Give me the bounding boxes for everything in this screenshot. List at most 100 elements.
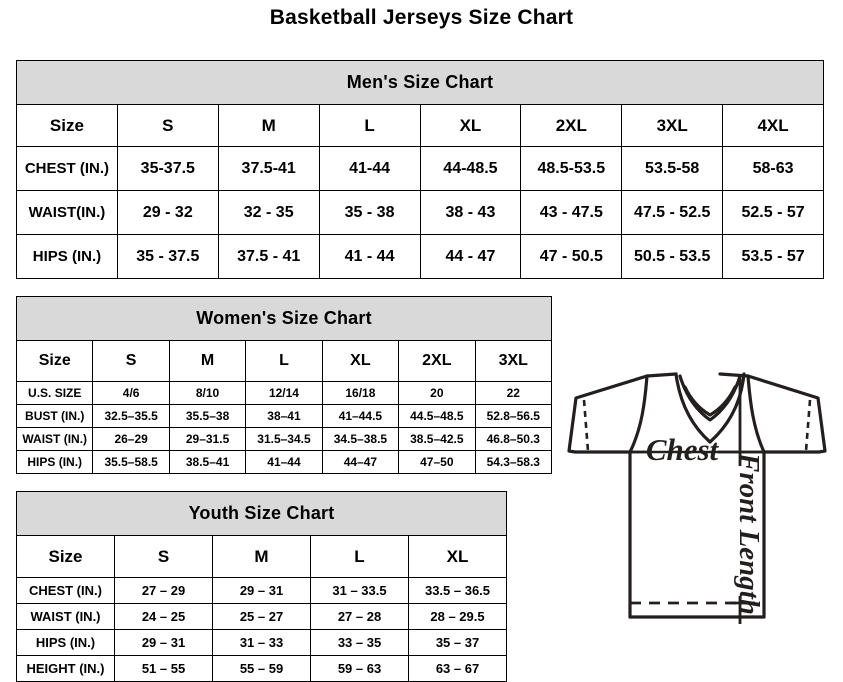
womens-header-xl: XL xyxy=(321,340,400,382)
womens-row-label-waist: WAIST (IN.) xyxy=(15,427,94,451)
womens-hips-s: 35.5–58.5 xyxy=(92,450,170,474)
womens-header-size: Size xyxy=(15,340,94,382)
mens-row-label-chest: CHEST (IN.) xyxy=(16,146,118,191)
youth-height-l: 59 – 63 xyxy=(310,655,409,682)
youth-header-s: S xyxy=(114,535,213,578)
mens-waist-l: 35 - 38 xyxy=(318,190,421,235)
mens-row-label-waist: WAIST(IN.) xyxy=(16,190,118,235)
womens-ussize-3xl: 22 xyxy=(474,381,553,405)
mens-hips-3xl: 50.5 - 53.5 xyxy=(621,234,724,279)
table-row: CHEST (IN.) 27 – 29 29 – 31 31 – 33.5 33… xyxy=(16,577,507,604)
youth-row-label-hips: HIPS (IN.) xyxy=(16,629,115,656)
womens-waist-xl: 34.5–38.5 xyxy=(321,427,400,451)
mens-size-chart-table: Men's Size Chart Size S M L XL 2XL 3XL 4… xyxy=(16,60,824,279)
womens-banner-row: Women's Size Chart xyxy=(16,296,552,341)
mens-hips-2xl: 47 - 50.5 xyxy=(520,234,623,279)
womens-header-m: M xyxy=(168,340,247,382)
mens-chest-l: 41-44 xyxy=(318,146,421,191)
womens-hips-xl: 44–47 xyxy=(321,450,400,474)
youth-height-xl: 63 – 67 xyxy=(408,655,507,682)
youth-row-label-waist: WAIST (IN.) xyxy=(16,603,115,630)
chest-label: Chest xyxy=(646,432,720,467)
mens-header-s: S xyxy=(116,104,219,147)
table-row: BUST (IN.) 32.5–35.5 35.5–38 38–41 41–44… xyxy=(15,404,553,428)
mens-hips-l: 41 - 44 xyxy=(318,234,421,279)
mens-hips-m: 37.5 - 41 xyxy=(217,234,320,279)
womens-bust-3xl: 52.8–56.5 xyxy=(474,404,553,428)
table-row: U.S. SIZE 4/6 8/10 12/14 16/18 20 22 xyxy=(15,381,553,405)
mens-row-label-hips: HIPS (IN.) xyxy=(16,234,118,279)
mens-header-l: L xyxy=(318,104,421,147)
womens-header-l: L xyxy=(245,340,323,382)
womens-waist-s: 26–29 xyxy=(92,427,170,451)
youth-header-xl: XL xyxy=(408,535,507,578)
womens-waist-m: 29–31.5 xyxy=(168,427,247,451)
youth-header-row: Size S M L XL xyxy=(16,535,507,578)
youth-hips-xl: 35 – 37 xyxy=(408,629,507,656)
mens-waist-4xl: 52.5 - 57 xyxy=(722,190,824,235)
womens-waist-l: 31.5–34.5 xyxy=(245,427,323,451)
youth-waist-l: 27 – 28 xyxy=(310,603,409,630)
front-length-label: Front Length xyxy=(733,452,765,615)
womens-bust-l: 38–41 xyxy=(245,404,323,428)
womens-row-label-bust: BUST (IN.) xyxy=(15,404,94,428)
youth-height-m: 55 – 59 xyxy=(212,655,311,682)
womens-ussize-l: 12/14 xyxy=(245,381,323,405)
mens-header-4xl: 4XL xyxy=(722,104,824,147)
jersey-measurement-diagram: Chest Front Length xyxy=(552,356,843,668)
mens-hips-s: 35 - 37.5 xyxy=(116,234,219,279)
front-length-measure-line xyxy=(730,374,750,624)
mens-header-xl: XL xyxy=(419,104,522,147)
youth-chart-banner: Youth Size Chart xyxy=(16,491,507,536)
mens-waist-3xl: 47.5 - 52.5 xyxy=(621,190,724,235)
youth-row-label-height: HEIGHT (IN.) xyxy=(16,655,115,682)
youth-waist-s: 24 – 25 xyxy=(114,603,213,630)
mens-waist-xl: 38 - 43 xyxy=(419,190,522,235)
youth-hips-m: 31 – 33 xyxy=(212,629,311,656)
mens-chest-m: 37.5-41 xyxy=(217,146,320,191)
page-title: Basketball Jerseys Size Chart xyxy=(269,6,574,29)
womens-hips-l: 41–44 xyxy=(245,450,323,474)
table-row: WAIST (IN.) 24 – 25 25 – 27 27 – 28 28 –… xyxy=(16,603,507,630)
youth-row-label-chest: CHEST (IN.) xyxy=(16,577,115,604)
mens-header-2xl: 2XL xyxy=(520,104,623,147)
youth-header-size: Size xyxy=(16,535,115,578)
womens-ussize-xl: 16/18 xyxy=(321,381,400,405)
mens-header-row: Size S M L XL 2XL 3XL 4XL xyxy=(16,104,824,147)
table-row: HEIGHT (IN.) 51 – 55 55 – 59 59 – 63 63 … xyxy=(16,655,507,682)
youth-waist-xl: 28 – 29.5 xyxy=(408,603,507,630)
womens-bust-2xl: 44.5–48.5 xyxy=(398,404,476,428)
mens-chest-s: 35-37.5 xyxy=(116,146,219,191)
mens-header-size: Size xyxy=(16,104,118,147)
youth-header-l: L xyxy=(310,535,409,578)
mens-waist-m: 32 - 35 xyxy=(217,190,320,235)
youth-size-chart-table: Youth Size Chart Size S M L XL CHEST (IN… xyxy=(16,491,507,682)
womens-bust-m: 35.5–38 xyxy=(168,404,247,428)
womens-waist-2xl: 38.5–42.5 xyxy=(398,427,476,451)
womens-header-s: S xyxy=(92,340,170,382)
womens-ussize-m: 8/10 xyxy=(168,381,247,405)
womens-hips-m: 38.5–41 xyxy=(168,450,247,474)
womens-ussize-s: 4/6 xyxy=(92,381,170,405)
youth-hips-l: 33 – 35 xyxy=(310,629,409,656)
womens-header-2xl: 2XL xyxy=(398,340,476,382)
womens-size-chart-table: Women's Size Chart Size S M L XL 2XL 3XL… xyxy=(15,296,553,474)
youth-header-m: M xyxy=(212,535,311,578)
youth-height-s: 51 – 55 xyxy=(114,655,213,682)
womens-ussize-2xl: 20 xyxy=(398,381,476,405)
womens-waist-3xl: 46.8–50.3 xyxy=(474,427,553,451)
youth-chest-s: 27 – 29 xyxy=(114,577,213,604)
youth-hips-s: 29 – 31 xyxy=(114,629,213,656)
mens-header-3xl: 3XL xyxy=(621,104,724,147)
mens-chest-3xl: 53.5-58 xyxy=(621,146,724,191)
youth-chest-l: 31 – 33.5 xyxy=(310,577,409,604)
sleeve-hem-dashes xyxy=(582,399,812,452)
womens-row-label-hips: HIPS (IN.) xyxy=(15,450,94,474)
youth-banner-row: Youth Size Chart xyxy=(16,491,507,536)
womens-header-row: Size S M L XL 2XL 3XL xyxy=(15,340,553,382)
mens-header-m: M xyxy=(217,104,320,147)
table-row: HIPS (IN.) 29 – 31 31 – 33 33 – 35 35 – … xyxy=(16,629,507,656)
youth-waist-m: 25 – 27 xyxy=(212,603,311,630)
womens-bust-xl: 41–44.5 xyxy=(321,404,400,428)
womens-hips-2xl: 47–50 xyxy=(398,450,476,474)
